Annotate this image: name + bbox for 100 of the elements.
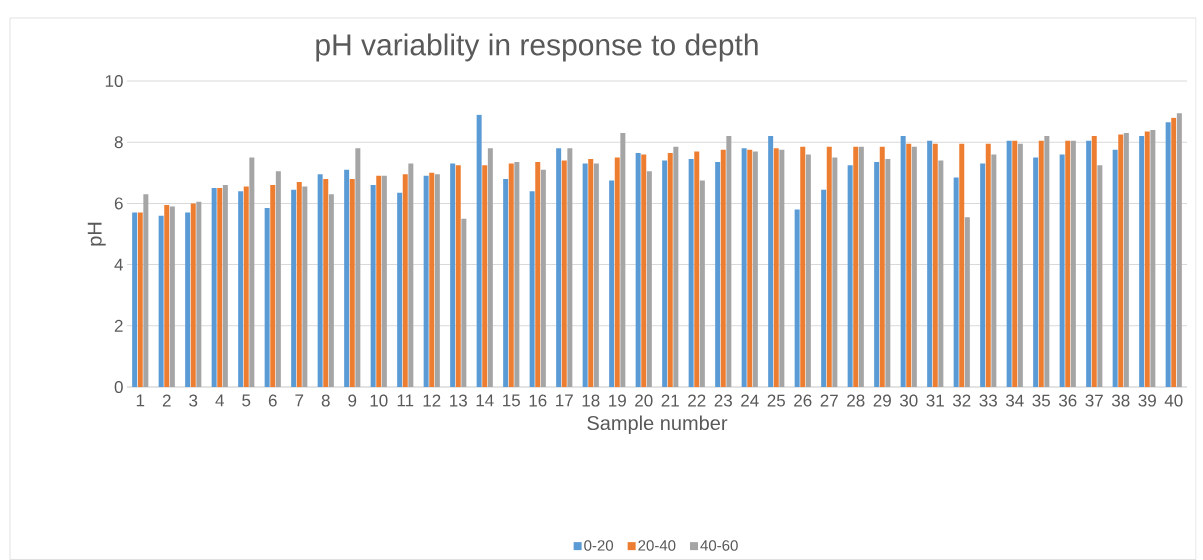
bar <box>1112 149 1118 387</box>
bar <box>726 136 732 387</box>
bar <box>752 151 758 387</box>
x-tick-label: 40 <box>1164 394 1183 407</box>
x-tick-label: 18 <box>582 394 600 407</box>
bar <box>190 203 196 387</box>
x-tick-label: 26 <box>794 394 812 407</box>
bar <box>906 143 912 387</box>
x-tick-label: 12 <box>423 394 441 407</box>
bar <box>211 188 217 387</box>
bar <box>455 165 461 387</box>
bar <box>1038 140 1044 387</box>
y-tick-label: 6 <box>114 197 123 210</box>
bar <box>747 149 753 387</box>
bar <box>699 180 705 387</box>
y-tick-label: 8 <box>114 136 123 149</box>
x-tick-label: 21 <box>661 394 679 407</box>
bar <box>344 169 350 387</box>
bar <box>715 162 721 387</box>
x-tick-label: 11 <box>397 394 414 407</box>
x-tick-label: 15 <box>503 394 520 407</box>
bar <box>588 159 594 387</box>
x-tick-label: 3 <box>189 394 198 407</box>
bar <box>794 209 800 387</box>
bar <box>773 148 779 387</box>
bar <box>964 217 970 387</box>
bar <box>1171 117 1177 387</box>
x-tick-label: 39 <box>1138 394 1156 407</box>
bar <box>1012 140 1018 387</box>
x-tick-label: 6 <box>268 394 277 407</box>
x-tick-label: 10 <box>370 394 388 407</box>
bar <box>853 146 859 387</box>
x-tick-label: 36 <box>1058 394 1077 407</box>
bar <box>779 149 785 387</box>
bar <box>1097 165 1103 387</box>
bar <box>980 163 986 387</box>
legend-label: 40-60 <box>700 540 738 551</box>
bar <box>249 157 255 387</box>
bar <box>858 146 864 387</box>
bar <box>270 185 276 387</box>
bar <box>874 162 880 387</box>
bar <box>461 218 467 387</box>
bar <box>741 148 747 387</box>
x-tick-label: 17 <box>556 394 573 407</box>
bar <box>238 191 244 387</box>
bar <box>169 206 175 387</box>
x-tick-label: 31 <box>926 394 944 407</box>
x-tick-label: 38 <box>1111 394 1130 407</box>
bar <box>938 160 944 387</box>
bar <box>355 148 361 387</box>
bar <box>482 165 488 387</box>
x-tick-label: 35 <box>1032 394 1050 407</box>
bar <box>476 114 482 387</box>
bar <box>1150 129 1156 387</box>
x-tick-label: 14 <box>476 394 494 407</box>
bar <box>567 148 573 387</box>
bar <box>508 163 514 387</box>
x-tick-label: 23 <box>714 394 732 407</box>
bar <box>662 160 668 387</box>
bar <box>556 148 562 387</box>
y-axis-title: pH <box>87 222 106 246</box>
legend-label: 20-40 <box>638 540 676 551</box>
bar <box>397 192 403 387</box>
bar <box>673 146 679 387</box>
x-tick-label: 22 <box>688 394 706 407</box>
bar <box>143 194 149 387</box>
bar <box>302 186 308 387</box>
bar <box>291 189 297 387</box>
x-tick-label: 24 <box>741 394 759 407</box>
bar <box>137 212 143 387</box>
bar <box>328 194 334 387</box>
bar <box>243 186 249 387</box>
x-tick-label: 29 <box>873 394 891 407</box>
legend-label: 0-20 <box>584 540 614 551</box>
bar <box>826 146 832 387</box>
bar <box>196 201 202 387</box>
x-tick-label: 7 <box>295 394 304 407</box>
bar <box>720 149 726 387</box>
x-tick-label: 4 <box>215 394 224 407</box>
bar <box>561 160 567 387</box>
bar <box>900 136 906 387</box>
bar <box>1006 140 1012 387</box>
bar <box>885 159 891 387</box>
bar <box>911 146 917 387</box>
bar <box>132 212 138 387</box>
bar <box>503 178 509 387</box>
bar <box>582 163 588 387</box>
bar <box>1059 154 1065 387</box>
bar <box>429 172 435 387</box>
x-tick-label: 37 <box>1085 394 1103 407</box>
chart-title: pH variablity in response to depth <box>316 33 758 62</box>
bar <box>275 171 281 387</box>
x-tick-label: 9 <box>348 394 357 407</box>
bar <box>323 178 329 387</box>
bar <box>688 159 694 387</box>
bar <box>985 143 991 387</box>
bar <box>158 215 164 387</box>
bar <box>1118 134 1124 387</box>
bar <box>376 175 382 387</box>
bar <box>932 143 938 387</box>
